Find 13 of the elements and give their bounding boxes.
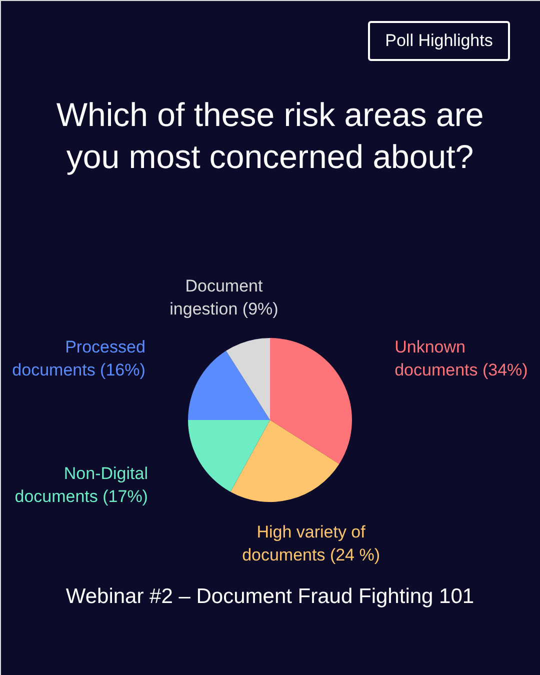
- slice-label: Non-Digital documents (17%): [14, 464, 148, 506]
- text: Webinar #2 – Document Fraud Fighting 101: [66, 585, 474, 608]
- pie-slice: [230, 420, 340, 502]
- chart-title: Which of these risk areas are you most concerned about?: [56, 96, 484, 175]
- pie-slice: [188, 350, 270, 420]
- slice-label: Processed documents (16%): [12, 338, 146, 380]
- text: Poll Highlights: [385, 31, 493, 50]
- slice-label: Document ingestion (9%): [170, 276, 278, 319]
- pie-slice: [188, 420, 270, 492]
- slice-label: Unknown documents (34%): [394, 338, 528, 380]
- pie-slice: [270, 338, 352, 464]
- pie-slice: [226, 338, 270, 420]
- slice-label: High variety of documents (24 %): [242, 522, 380, 564]
